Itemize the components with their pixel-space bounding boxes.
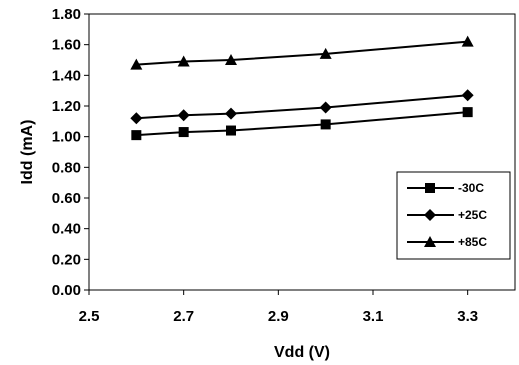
legend-item: +25C [407, 208, 487, 222]
data-point-diamond [130, 112, 143, 125]
y-tick-label: 0.60 [52, 190, 81, 207]
legend-marker-square [425, 183, 435, 193]
series-triangle [130, 35, 474, 70]
legend-marker-triangle [424, 236, 436, 247]
legend: -30C +25C +85C [396, 171, 511, 260]
legend-marker-diamond [424, 209, 436, 221]
data-point-triangle [319, 47, 332, 59]
series-diamond [130, 89, 474, 125]
data-point-diamond [177, 109, 190, 122]
y-tick-label: 1.20 [52, 98, 81, 115]
legend-label: +25C [458, 208, 487, 222]
legend-item: -30C [407, 181, 484, 195]
y-tick-label: 1.40 [52, 67, 81, 84]
series-square [131, 107, 473, 141]
data-point-triangle [130, 58, 143, 70]
y-tick-label: 0.00 [52, 282, 81, 299]
data-point-triangle [461, 35, 474, 47]
x-tick-label: 2.5 [79, 308, 100, 325]
y-tick-label: 0.80 [52, 159, 81, 176]
legend-label: -30C [458, 181, 484, 195]
x-axis-title: Vdd (V) [274, 344, 330, 361]
data-point-diamond [461, 89, 474, 102]
series-group [130, 35, 474, 141]
data-point-square [131, 130, 142, 141]
x-tick-label: 2.7 [173, 308, 194, 325]
data-point-diamond [225, 107, 237, 120]
data-point-square [178, 127, 189, 138]
x-axis: 2.5 2.7 2.9 3.1 3.3 [79, 290, 478, 325]
y-tick-label: 1.00 [52, 129, 81, 146]
data-point-square [320, 119, 331, 130]
data-point-triangle [225, 54, 237, 65]
y-tick-label: 1.80 [52, 6, 81, 23]
data-point-diamond [319, 101, 332, 114]
y-tick-label: 0.20 [52, 251, 81, 268]
y-tick-label: 1.60 [52, 37, 81, 54]
data-point-square [462, 107, 473, 118]
data-point-square [226, 125, 236, 136]
x-tick-label: 2.9 [268, 308, 289, 325]
y-axis-title: Idd (mA) [19, 120, 36, 185]
x-tick-label: 3.1 [363, 308, 384, 325]
y-tick-label: 0.40 [52, 221, 81, 238]
x-tick-label: 3.3 [457, 308, 478, 325]
legend-item: +85C [407, 235, 487, 249]
y-axis: 0.00 0.20 0.40 0.60 0.80 1.00 1.20 1.40 1.60 1.80 [52, 6, 89, 299]
legend-label: +85C [458, 235, 487, 249]
data-point-triangle [177, 55, 190, 67]
